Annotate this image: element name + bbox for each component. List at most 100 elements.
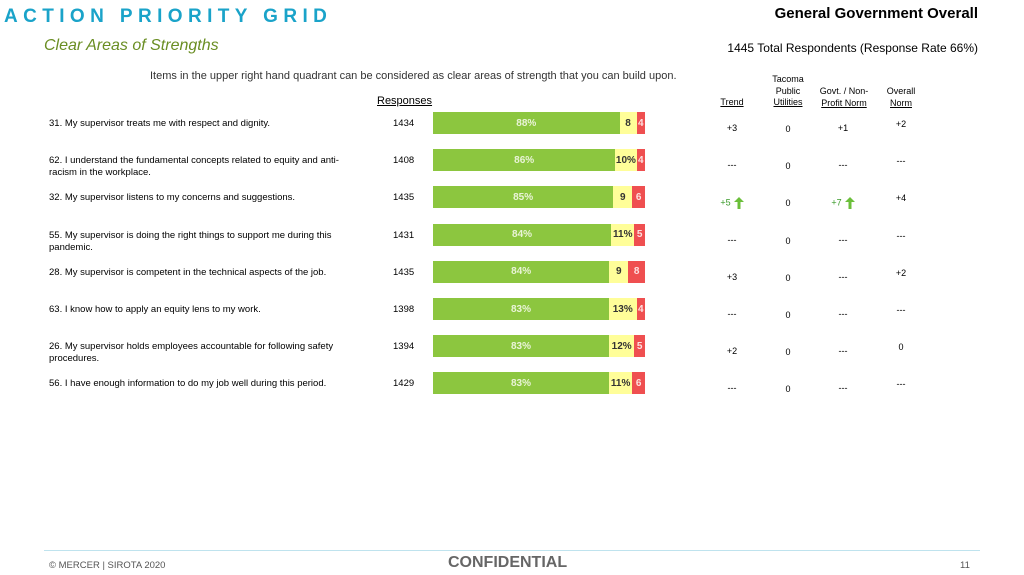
unfavorable-segment: 6 xyxy=(632,186,645,209)
up-arrow-icon xyxy=(733,197,744,210)
govt-norm-cell-value: --- xyxy=(838,234,848,245)
confidential-label: CONFIDENTIAL xyxy=(448,554,568,571)
unfavorable-segment: 6 xyxy=(632,372,645,395)
item-statement: 32. My supervisor listens to my concerns… xyxy=(49,192,296,204)
favorable-segment: 85% xyxy=(433,186,614,209)
trend-cell-value: --- xyxy=(727,383,737,394)
govt-norm-cell: --- xyxy=(820,272,866,282)
trend-cell: --- xyxy=(712,309,752,319)
govt-norm-cell-value: +1 xyxy=(837,123,849,133)
description: Items in the upper right hand quadrant c… xyxy=(150,70,677,82)
trend-cell: --- xyxy=(712,160,752,170)
govt-norm-cell-value: --- xyxy=(838,383,848,394)
overall-norm-cell: 0 xyxy=(898,342,904,353)
trend-cell: +2 xyxy=(712,346,752,356)
stacked-bar: 83% 12% 5 xyxy=(433,335,645,358)
trend-cell: --- xyxy=(712,235,752,245)
trend-cell: +3 xyxy=(712,123,752,133)
favorable-segment: 83% xyxy=(433,298,609,320)
tacoma-cell: 0 xyxy=(785,272,791,283)
govt-norm-cell: --- xyxy=(820,346,866,356)
item-statement: 28. My supervisor is competent in the te… xyxy=(49,266,327,278)
neutral-segment: 12% xyxy=(608,335,635,358)
response-count: 1434 xyxy=(393,118,415,129)
trend-cell-value: --- xyxy=(727,234,737,245)
unfavorable-segment: 5 xyxy=(634,223,645,246)
trend-cell-value: +5 xyxy=(720,197,731,208)
favorable-segment: 88% xyxy=(433,112,620,134)
govt-norm-cell-value: --- xyxy=(838,160,848,171)
overall-norm-cell: --- xyxy=(896,379,906,390)
favorable-segment: 86% xyxy=(433,149,616,172)
stacked-bar: 84% 11% 5 xyxy=(433,223,645,246)
table-row: 31. My supervisor treats me with respect… xyxy=(0,112,1024,148)
table-row: 56. I have enough information to do my j… xyxy=(0,372,1024,408)
respondents-summary: 1445 Total Respondents (Response Rate 66… xyxy=(727,41,978,55)
favorable-segment: 83% xyxy=(433,335,609,358)
page-title: ACTION PRIORITY GRID xyxy=(4,6,333,27)
org-title: General Government Overall xyxy=(774,5,978,22)
table-row: 62. I understand the fundamental concept… xyxy=(0,149,1024,185)
favorable-segment: 84% xyxy=(433,223,612,246)
tacoma-cell: 0 xyxy=(785,161,791,172)
govt-norm-cell-value: --- xyxy=(838,346,848,357)
neutral-segment: 11% xyxy=(611,223,635,246)
overall-norm-cell: --- xyxy=(896,230,906,241)
overall-norm-header: Overall Norm xyxy=(878,86,924,109)
neutral-segment: 13% xyxy=(608,298,637,320)
neutral-segment: 9 xyxy=(609,260,629,283)
item-statement: 62. I understand the fundamental concept… xyxy=(49,155,339,179)
tacoma-cell: 0 xyxy=(785,198,791,209)
govt-norm-cell: +1 xyxy=(820,123,866,133)
item-statement: 56. I have enough information to do my j… xyxy=(49,378,327,390)
tacoma-header-line-2: Public xyxy=(775,85,801,96)
item-statement: 63. I know how to apply an equity lens t… xyxy=(49,304,261,315)
responses-header: Responses xyxy=(377,95,433,107)
overall-norm-cell: +4 xyxy=(895,193,907,204)
table-row: 32. My supervisor listens to my concerns… xyxy=(0,186,1024,222)
trend-cell-value: --- xyxy=(727,309,737,319)
govt-norm-cell: --- xyxy=(820,235,866,245)
response-count: 1435 xyxy=(393,192,415,204)
trend-cell: --- xyxy=(712,383,752,393)
footer-divider xyxy=(44,550,980,551)
overall-norm-cell: --- xyxy=(896,305,906,315)
table-row: 28. My supervisor is competent in the te… xyxy=(0,260,1024,297)
overall-norm-header-line-2: Norm xyxy=(890,97,912,108)
govt-norm-header-line-2: Profit Norm xyxy=(821,97,867,108)
page-number: 11 xyxy=(960,560,970,571)
item-statement: 26. My supervisor holds employees accoun… xyxy=(49,341,334,365)
govt-norm-cell: --- xyxy=(820,160,866,170)
trend-cell: +3 xyxy=(712,272,752,282)
tacoma-cell: 0 xyxy=(785,310,791,320)
table-row: 55. My supervisor is doing the right thi… xyxy=(0,223,1024,260)
tacoma-cell: 0 xyxy=(785,347,791,358)
item-statement: 55. My supervisor is doing the right thi… xyxy=(49,229,332,253)
trend-cell-value: +3 xyxy=(726,271,738,282)
neutral-segment: 8 xyxy=(619,112,637,134)
table-row: 63. I know how to apply an equity lens t… xyxy=(0,298,1024,334)
stacked-bar: 84% 9 8 xyxy=(433,260,645,283)
overall-norm-cell: --- xyxy=(896,156,906,167)
favorable-segment: 84% xyxy=(433,260,610,283)
unfavorable-segment: 4 xyxy=(636,112,645,134)
neutral-segment: 9 xyxy=(613,186,633,209)
tacoma-cell: 0 xyxy=(785,384,791,395)
neutral-segment: 11% xyxy=(608,372,633,395)
response-count: 1394 xyxy=(393,341,415,353)
stacked-bar: 86% 10% 4 xyxy=(433,149,645,172)
page-subtitle: Clear Areas of Strengths xyxy=(44,37,219,54)
copyright: © MERCER | SIROTA 2020 xyxy=(49,560,166,571)
trend-cell: +5 xyxy=(712,197,752,210)
trend-cell-value: --- xyxy=(727,160,737,171)
favorable-segment: 83% xyxy=(433,372,609,395)
overall-norm-cell: +2 xyxy=(895,119,907,129)
response-count: 1435 xyxy=(393,266,415,278)
unfavorable-segment: 4 xyxy=(636,298,645,320)
govt-norm-cell-value: +7 xyxy=(831,197,842,208)
govt-norm-cell: +7 xyxy=(820,197,866,210)
stacked-bar: 83% 11% 6 xyxy=(433,372,645,395)
stacked-bar: 85% 9 6 xyxy=(433,186,645,209)
trend-cell-value: +2 xyxy=(726,346,738,357)
govt-norm-header: Govt. / Non- Profit Norm xyxy=(814,86,874,109)
